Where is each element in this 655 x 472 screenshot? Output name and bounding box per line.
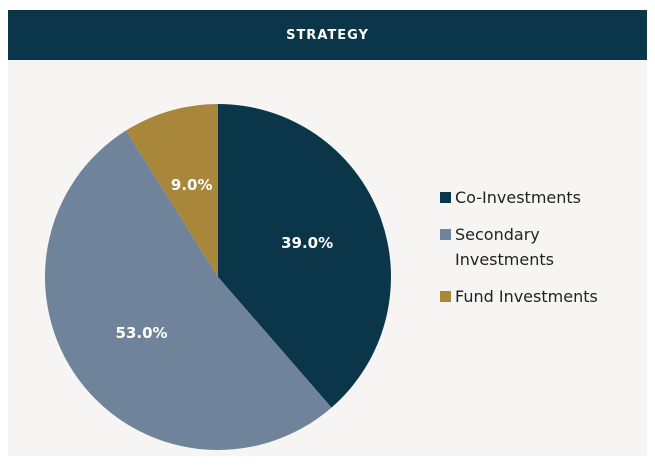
data-label: 53.0%: [116, 324, 168, 342]
pie-slice: [218, 104, 392, 408]
data-label: 9.0%: [171, 176, 213, 194]
legend-item: Fund Investments: [440, 284, 620, 309]
pie-slice: [44, 130, 332, 451]
data-label: 39.0%: [281, 234, 333, 252]
pie-slice: [126, 104, 218, 277]
legend-swatch: [440, 192, 451, 203]
header: STRATEGY: [8, 10, 647, 60]
chart-title: STRATEGY: [286, 27, 369, 43]
legend-swatch: [440, 229, 451, 240]
legend-label: Secondary Investments: [455, 225, 554, 269]
legend-item: Co-Investments: [440, 185, 620, 210]
legend-item: Secondary Investments: [440, 222, 620, 272]
legend-swatch: [440, 291, 451, 302]
legend-label: Co-Investments: [455, 188, 581, 207]
legend: Co-Investments Secondary Investments Fund …: [440, 185, 620, 321]
legend-label: Fund Investments: [455, 287, 598, 306]
